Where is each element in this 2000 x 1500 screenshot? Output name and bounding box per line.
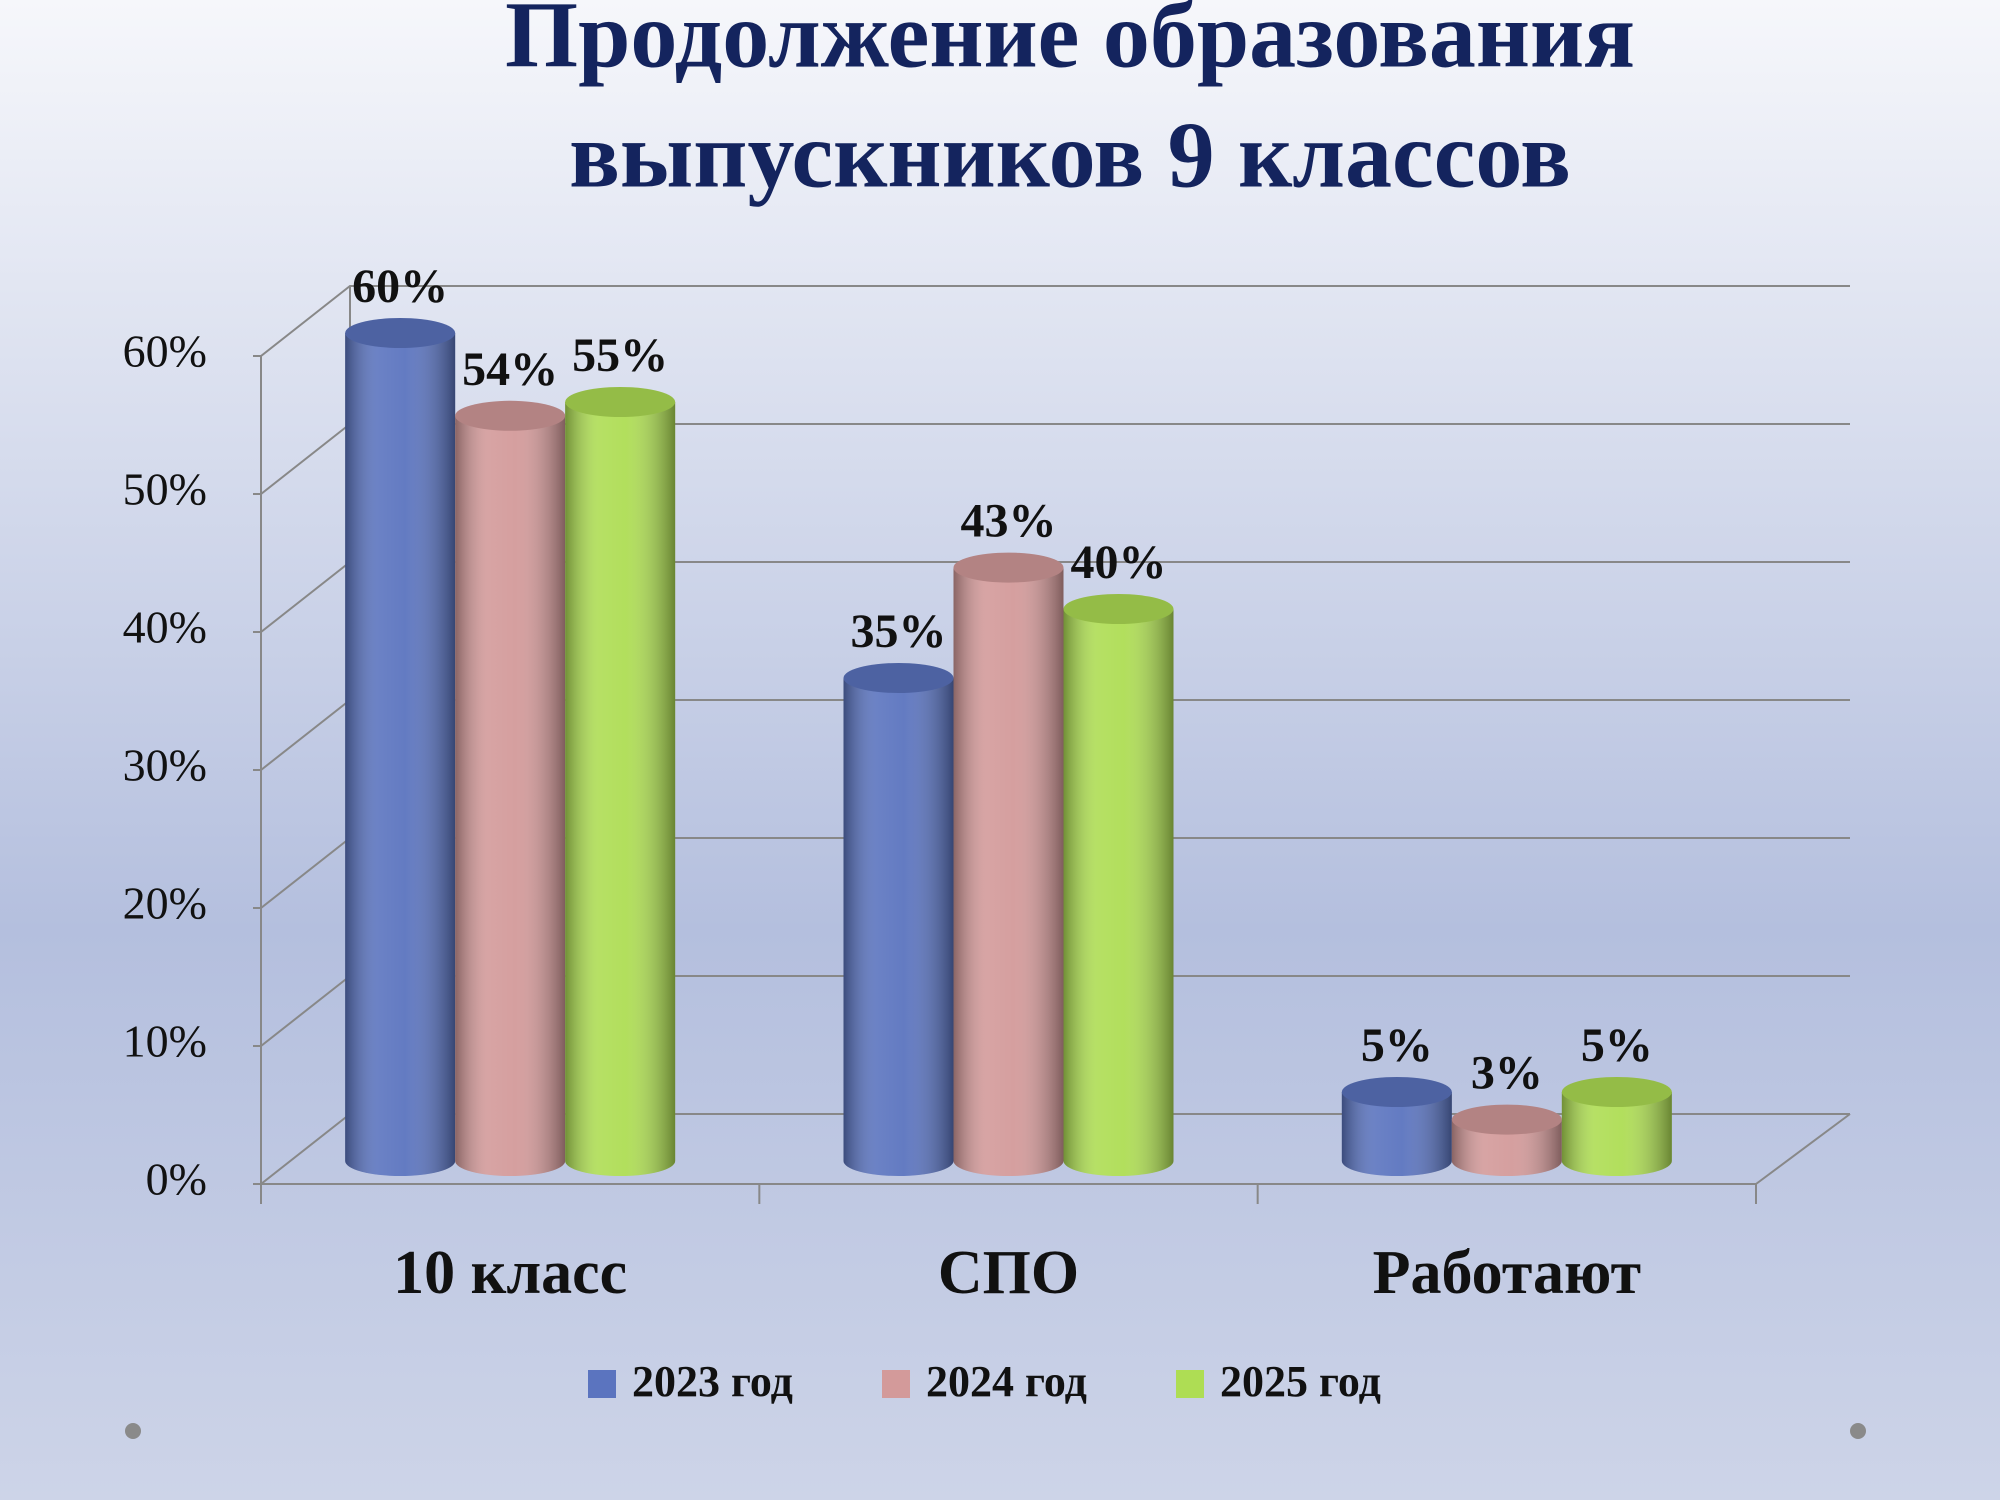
x-tick-label: СПО [938,1239,1079,1307]
value-label: 60% [352,260,448,313]
bar-shade [565,402,676,1176]
bar-shade [345,333,456,1176]
legend-label: 2025 год [1220,1357,1381,1406]
bar-shade [1451,1119,1562,1176]
y-tick-label: 60% [123,326,207,377]
bar-top [953,552,1064,583]
bar-shade [1063,609,1174,1176]
bar [1451,1104,1562,1176]
bar [1063,594,1174,1176]
grid-line [253,423,1850,495]
legend-swatch [588,1370,616,1398]
decor-dot [1850,1423,1866,1439]
bar-top [843,663,954,693]
bar-top [1451,1104,1562,1135]
value-label: 5% [1361,1019,1433,1072]
y-tick-label: 50% [123,464,207,515]
y-tick-label: 40% [123,602,207,653]
bar-shade [843,678,954,1176]
bar-top-shade [1341,1077,1452,1107]
chart-title: Продолжение образования [505,0,1635,88]
bar [1561,1077,1672,1176]
legend-label: 2024 год [926,1357,1087,1406]
grid-line [253,285,1850,357]
bar-top-shade [1063,594,1174,624]
value-label: 40% [1071,536,1167,589]
bar-top-shade [843,663,954,693]
bar-top [1063,594,1174,624]
value-label: 54% [462,343,558,396]
bar [455,400,566,1176]
bar-shade [455,415,566,1176]
bar [565,387,676,1176]
bar-top-shade [953,552,1064,583]
grid-line [253,561,1850,633]
floor-edge [1755,1113,1851,1185]
x-tick-label: 10 класс [393,1239,627,1307]
bar [953,552,1064,1176]
decor-dot [125,1423,141,1439]
bar-shade [1341,1092,1452,1176]
bar-shade [1561,1092,1672,1176]
legend-label: 2023 год [632,1357,793,1406]
x-tick-label: Работают [1373,1239,1641,1307]
value-label: 43% [961,495,1057,548]
chart-title: выпускников 9 классов [569,104,1571,208]
bar-top [455,400,566,431]
bar-top-shade [1451,1104,1562,1135]
value-label: 3% [1471,1047,1543,1100]
y-tick-label: 10% [123,1016,207,1067]
y-tick-label: 30% [123,740,207,791]
bar [1341,1077,1452,1176]
bar-top [345,318,456,348]
bar-top [1561,1077,1672,1107]
value-label: 55% [572,329,668,382]
bar-top-shade [1561,1077,1672,1107]
bar-top-shade [455,400,566,431]
y-tick-label: 20% [123,878,207,929]
legend-swatch [1176,1370,1204,1398]
legend-swatch [882,1370,910,1398]
bar-top-shade [565,387,676,417]
value-label: 5% [1581,1019,1653,1072]
bar [345,318,456,1176]
y-tick-label: 0% [146,1154,207,1205]
value-label: 35% [851,605,947,658]
bar-top [1341,1077,1452,1107]
bar [843,663,954,1176]
bar-top [565,387,676,417]
bar-shade [953,567,1064,1176]
bar-top-shade [345,318,456,348]
